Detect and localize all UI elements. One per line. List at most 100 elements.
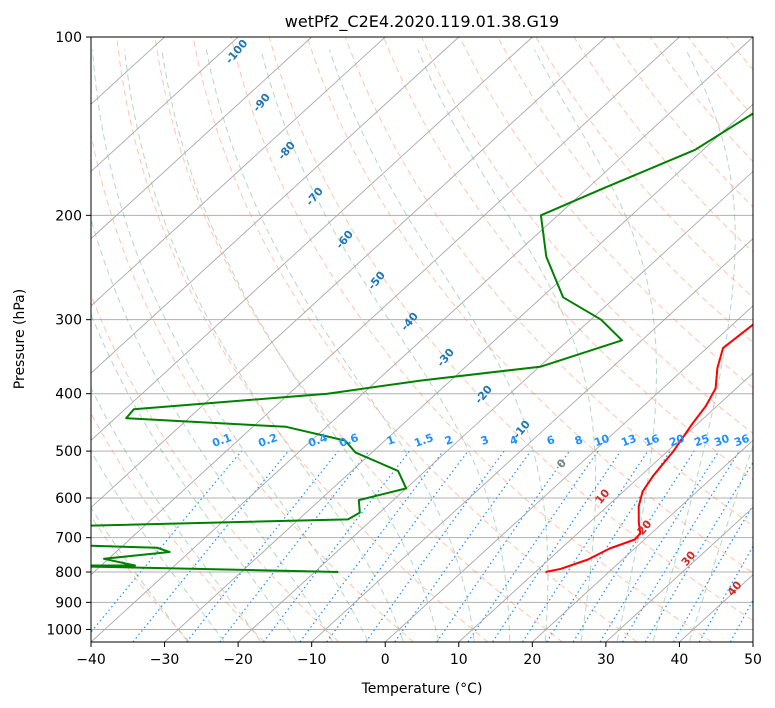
- dewpoint-line: [91, 112, 753, 573]
- dry-adiabat-line: [91, 131, 414, 642]
- mixing-ratio-label: 1: [385, 433, 397, 448]
- x-tick-label: 20: [523, 652, 541, 668]
- y-tick-label: 300: [55, 313, 82, 329]
- plot-frame: [90, 36, 754, 643]
- x-tick-label: 40: [671, 652, 689, 668]
- mixing-ratio-label: 0.4: [306, 431, 329, 450]
- mixing-ratio-line: [673, 504, 753, 642]
- moist-adiabat-line: [92, 49, 369, 642]
- dry-adiabat-line: [649, 37, 753, 163]
- isotherm-line: [91, 37, 607, 509]
- mixing-ratio-label: 2: [443, 433, 455, 448]
- mixing-ratio-line: [521, 450, 649, 642]
- mixing-ratio-line: [644, 461, 753, 642]
- mixing-ratio-label: 0.1: [210, 431, 233, 450]
- mixing-ratio-label: 6: [545, 433, 557, 448]
- moist-adiabat-line: [328, 49, 549, 641]
- mixing-ratio-line: [698, 545, 753, 642]
- mixing-ratio-label: 0.6: [337, 431, 360, 450]
- temperature-line: [545, 323, 753, 573]
- isotherm-line: [384, 305, 753, 642]
- dry-adiabat-line: [573, 37, 753, 253]
- isotherm-line: [91, 37, 239, 173]
- x-tick-label: −40: [76, 652, 106, 668]
- dry-adiabat-lines: [91, 37, 753, 642]
- y-tick-label: 500: [55, 444, 82, 460]
- mixing-ratio-label: 20: [667, 432, 686, 450]
- moist-adiabat-line: [161, 49, 440, 641]
- isotherm-line: [91, 37, 753, 642]
- moist-adiabat-line: [124, 49, 404, 641]
- moist-adiabat-line: [91, 313, 297, 642]
- dry-adiabat-line: [459, 37, 753, 389]
- isotherm-line: [311, 238, 753, 642]
- moist-adiabat-line: [91, 450, 225, 642]
- dry-adiabat-line: [306, 37, 753, 574]
- isotherm-line: [91, 37, 312, 240]
- dry-adiabat-line: [154, 37, 563, 642]
- chart-title: wetPf2_C2E4.2020.119.01.38.G19: [285, 12, 559, 32]
- mixing-ratio-line: [91, 450, 242, 634]
- x-tick-label: −30: [150, 652, 180, 668]
- isotherm-line: [91, 37, 680, 576]
- y-tick-label: 400: [55, 387, 82, 403]
- isotherm-line: [91, 37, 533, 441]
- mixing-ratio-label: 10: [592, 432, 611, 450]
- moist-adiabat-lines: [91, 49, 753, 642]
- mixing-ratio-line: [729, 598, 753, 642]
- x-tick-label: −10: [297, 652, 327, 668]
- dry-adiabat-line: [497, 37, 753, 344]
- mixing-ratio-label: 30: [712, 432, 731, 450]
- y-axis-label: Pressure (hPa): [12, 289, 28, 389]
- y-tick-label: 100: [55, 30, 82, 46]
- isotherm-line: [532, 439, 753, 642]
- moist-adiabat-line: [91, 506, 188, 642]
- mixing-ratio-line: [622, 450, 740, 642]
- mixing-ratio-lines: [91, 450, 753, 642]
- dry-adiabat-line: [344, 37, 753, 527]
- dry-adiabat-line: [192, 37, 638, 642]
- isotherm-line: [91, 37, 460, 374]
- mixing-ratio-label: 25: [692, 432, 711, 449]
- moist-adiabat-line: [205, 49, 475, 641]
- y-tick-label: 600: [55, 491, 82, 507]
- mixing-ratio-label: 1.5: [412, 431, 435, 450]
- dry-adiabat-line: [421, 37, 753, 435]
- y-tick-label: 1000: [46, 622, 82, 638]
- mixing-ratio-line: [599, 450, 720, 642]
- dry-adiabat-line: [91, 293, 340, 642]
- mixing-ratio-line: [326, 450, 469, 642]
- dry-adiabat-line: [230, 37, 713, 642]
- moist-adiabat-line: [417, 49, 597, 641]
- isotherm-line: [458, 372, 753, 642]
- dry-adiabat-line: [91, 412, 265, 642]
- mixing-ratio-label: 13: [619, 432, 638, 449]
- isotherm-lines: [91, 37, 753, 642]
- x-tick-label: 10: [450, 652, 468, 668]
- moist-adiabat-line: [689, 444, 753, 641]
- moist-adiabat-line: [652, 49, 736, 641]
- x-tick-label: −20: [223, 652, 253, 668]
- mixing-ratio-line: [186, 450, 339, 642]
- x-tick-label: 0: [381, 652, 390, 668]
- isotherm-line: [91, 37, 386, 307]
- dry-adiabat-line: [535, 37, 753, 298]
- mixing-ratio-line: [299, 450, 444, 642]
- dry-adiabat-line: [116, 37, 489, 642]
- moist-adiabat-line: [260, 49, 511, 641]
- x-axis-ticks: −40 −30 −20 −10 0 10 20 30 40 50: [76, 642, 762, 668]
- moist-adiabat-line: [533, 49, 657, 641]
- profile-series: [91, 112, 753, 573]
- y-tick-label: 200: [55, 208, 82, 224]
- x-tick-label: 50: [744, 652, 762, 668]
- y-tick-label: 700: [55, 531, 82, 547]
- x-tick-label: 30: [597, 652, 615, 668]
- mixing-ratio-label: 4: [508, 433, 520, 448]
- y-tick-label: 800: [55, 565, 82, 581]
- isotherm-line: [164, 103, 753, 642]
- mixing-ratio-line: [132, 450, 289, 642]
- mixing-ratio-line: [572, 450, 695, 642]
- y-tick-label: 900: [55, 595, 82, 611]
- mixing-ratio-label: 3: [479, 433, 491, 448]
